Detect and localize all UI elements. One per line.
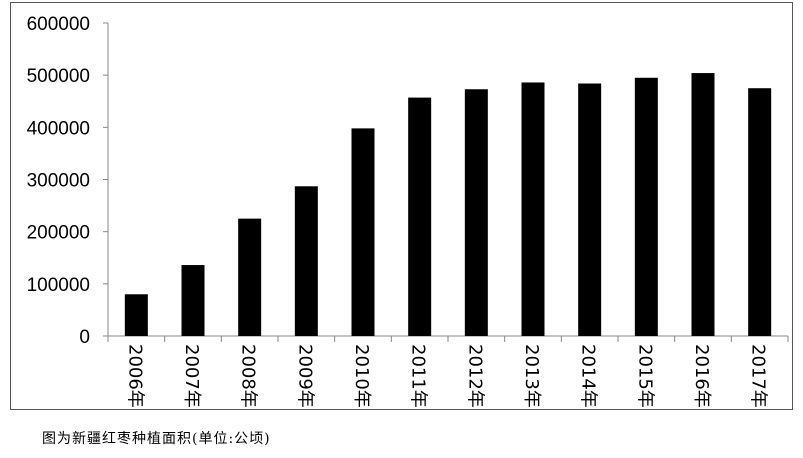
chart-frame (10, 2, 793, 410)
bar (408, 97, 432, 337)
x-axis (107, 335, 789, 342)
y-tick-label: 0 (79, 327, 90, 348)
x-tick-label: 2009年 (294, 344, 315, 408)
x-tick-label: 2017年 (748, 344, 769, 408)
y-tick-label: 100000 (27, 275, 90, 296)
x-tick-label: 2015年 (634, 344, 655, 408)
bar (181, 265, 205, 336)
bar (351, 128, 375, 336)
x-tick-label: 2013年 (521, 344, 542, 408)
bar (464, 89, 488, 336)
bar (521, 82, 545, 336)
x-tick-label: 2012年 (464, 344, 485, 408)
x-tick-label: 2014年 (578, 344, 599, 408)
x-tick-label: 2007年 (181, 344, 202, 408)
y-tick-label: 300000 (27, 171, 90, 192)
bar-chart: 0 100000 200000 300000 400000 500000 600000 20… (27, 14, 789, 408)
y-tick-label: 500000 (27, 66, 90, 87)
y-tick-label: 200000 (27, 223, 90, 244)
x-tick-label: 2008年 (238, 344, 259, 408)
bar (748, 88, 772, 336)
y-tick-label: 400000 (27, 118, 90, 139)
bar (294, 186, 318, 336)
x-tick-label: 2006年 (124, 344, 145, 408)
category-labels: 2006年 2007年 2008年 2009年 2010年 2011年 2012年 2013年… (124, 344, 768, 408)
x-tick-label: 2016年 (691, 344, 712, 408)
y-tick-label: 600000 (27, 14, 90, 35)
bar (238, 218, 262, 336)
bars (124, 73, 772, 337)
x-tick-label: 2010年 (351, 344, 372, 408)
bar (691, 73, 715, 336)
y-axis: 0 100000 200000 300000 400000 500000 600000 (27, 14, 109, 348)
bar (124, 294, 148, 336)
x-tick-label: 2011年 (408, 344, 429, 408)
bar (634, 77, 658, 337)
chart-caption: 图为新疆红枣种植面积(单位:公顷) (42, 431, 271, 447)
bar (578, 83, 602, 336)
